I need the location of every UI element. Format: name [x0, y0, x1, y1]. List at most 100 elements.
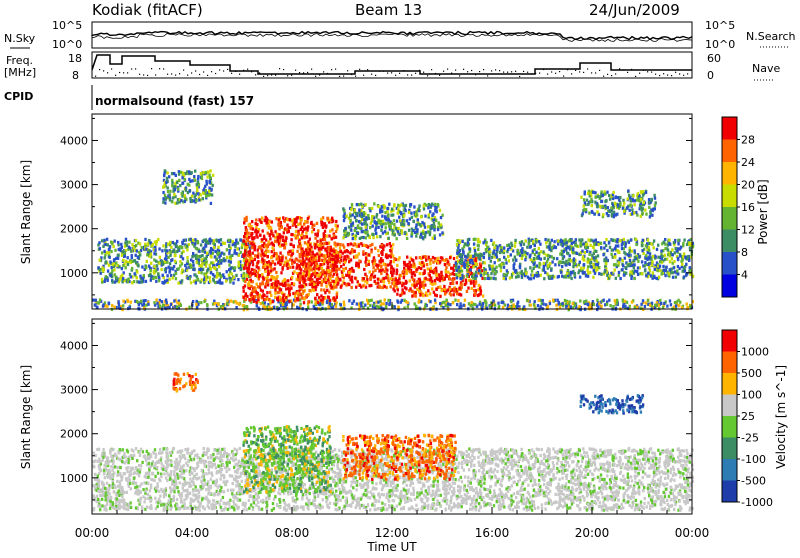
range-time-cell [647, 245, 650, 249]
range-time-cell [152, 269, 156, 273]
range-time-cell [110, 266, 113, 270]
range-time-cell [689, 304, 692, 308]
range-time-cell [152, 248, 156, 252]
range-time-cell [315, 278, 319, 282]
range-time-cell [164, 196, 167, 200]
range-time-cell [307, 243, 310, 247]
range-time-cell [343, 209, 346, 213]
range-time-cell [108, 245, 112, 249]
range-time-cell [162, 185, 165, 189]
range-time-cell [548, 243, 551, 247]
range-time-cell [542, 261, 545, 266]
range-time-cell [273, 305, 276, 309]
range-time-cell [288, 225, 292, 230]
range-time-cell [307, 240, 310, 244]
range-time-cell [137, 303, 141, 307]
range-time-cell [326, 241, 329, 246]
range-time-cell [411, 294, 414, 298]
range-time-cell [305, 250, 308, 254]
range-time-cell [376, 277, 380, 281]
range-time-cell [442, 306, 445, 310]
range-time-cell [679, 254, 682, 258]
range-time-cell [331, 253, 334, 257]
range-time-cell [362, 235, 365, 240]
range-time-cell [244, 249, 247, 253]
range-time-cell [248, 283, 251, 287]
range-time-cell [328, 298, 332, 302]
range-time-cell [128, 240, 131, 244]
range-time-cell [171, 240, 174, 245]
range-time-cell [377, 221, 380, 225]
range-time-cell [104, 240, 107, 244]
range-time-cell [477, 283, 481, 287]
range-time-cell [158, 261, 161, 265]
range-time-cell [185, 197, 188, 202]
range-time-cell [598, 266, 601, 270]
range-time-cell [434, 207, 437, 211]
range-time-cell [411, 258, 414, 262]
range-time-cell [641, 249, 644, 253]
range-time-cell [546, 266, 549, 270]
range-time-cell [526, 298, 529, 302]
range-time-cell [301, 263, 305, 267]
range-time-cell [590, 265, 593, 269]
nave-point [415, 72, 417, 74]
range-time-cell [607, 241, 611, 245]
range-time-cell [364, 256, 368, 260]
range-time-cell [662, 264, 665, 268]
range-time-cell [547, 264, 550, 268]
range-time-cell [507, 247, 510, 251]
range-time-cell [395, 237, 398, 241]
range-time-cell [459, 302, 462, 306]
range-time-cell [481, 304, 484, 308]
range-time-cell [398, 277, 401, 281]
range-time-cell [301, 255, 304, 259]
range-time-cell [678, 266, 681, 270]
range-time-cell [519, 271, 522, 275]
range-time-cell [390, 207, 394, 211]
range-time-cell [508, 276, 512, 280]
range-time-cell [163, 169, 167, 173]
range-time-cell [590, 238, 593, 242]
range-time-cell [278, 295, 282, 299]
range-time-cell [247, 250, 250, 254]
range-time-cell [594, 238, 597, 242]
range-time-cell [470, 254, 473, 258]
range-time-cell [427, 289, 430, 293]
range-time-cell [396, 292, 399, 296]
range-time-cell [286, 262, 289, 266]
range-time-cell [217, 251, 220, 255]
range-time-cell [633, 263, 636, 267]
range-time-cell [345, 283, 348, 287]
range-time-cell [455, 281, 458, 285]
range-time-cell [320, 253, 323, 257]
range-time-cell [396, 211, 399, 215]
range-time-cell [324, 296, 327, 300]
range-time-cell [265, 261, 269, 265]
range-time-cell [395, 226, 398, 230]
range-time-cell [196, 180, 200, 184]
range-time-cell [484, 299, 487, 303]
range-time-cell [564, 274, 568, 278]
range-time-cell [547, 253, 550, 258]
range-time-cell [306, 246, 310, 250]
range-time-cell [192, 199, 195, 203]
range-time-cell [126, 261, 130, 265]
range-time-cell [469, 268, 472, 272]
range-time-cell [660, 272, 663, 276]
range-time-cell [561, 265, 564, 269]
range-time-cell [251, 237, 255, 241]
range-time-cell [529, 277, 533, 281]
range-time-cell [177, 187, 180, 191]
nave-point [407, 74, 409, 76]
range-time-cell [505, 273, 508, 277]
range-time-cell [366, 281, 369, 285]
range-time-cell [252, 271, 255, 276]
range-time-cell [251, 259, 254, 264]
freq-label-line2: [MHz] [4, 66, 36, 79]
range-time-cell [390, 209, 393, 213]
range-time-cell [145, 259, 148, 263]
range-time-cell [540, 302, 543, 306]
range-time-cell [225, 255, 229, 259]
